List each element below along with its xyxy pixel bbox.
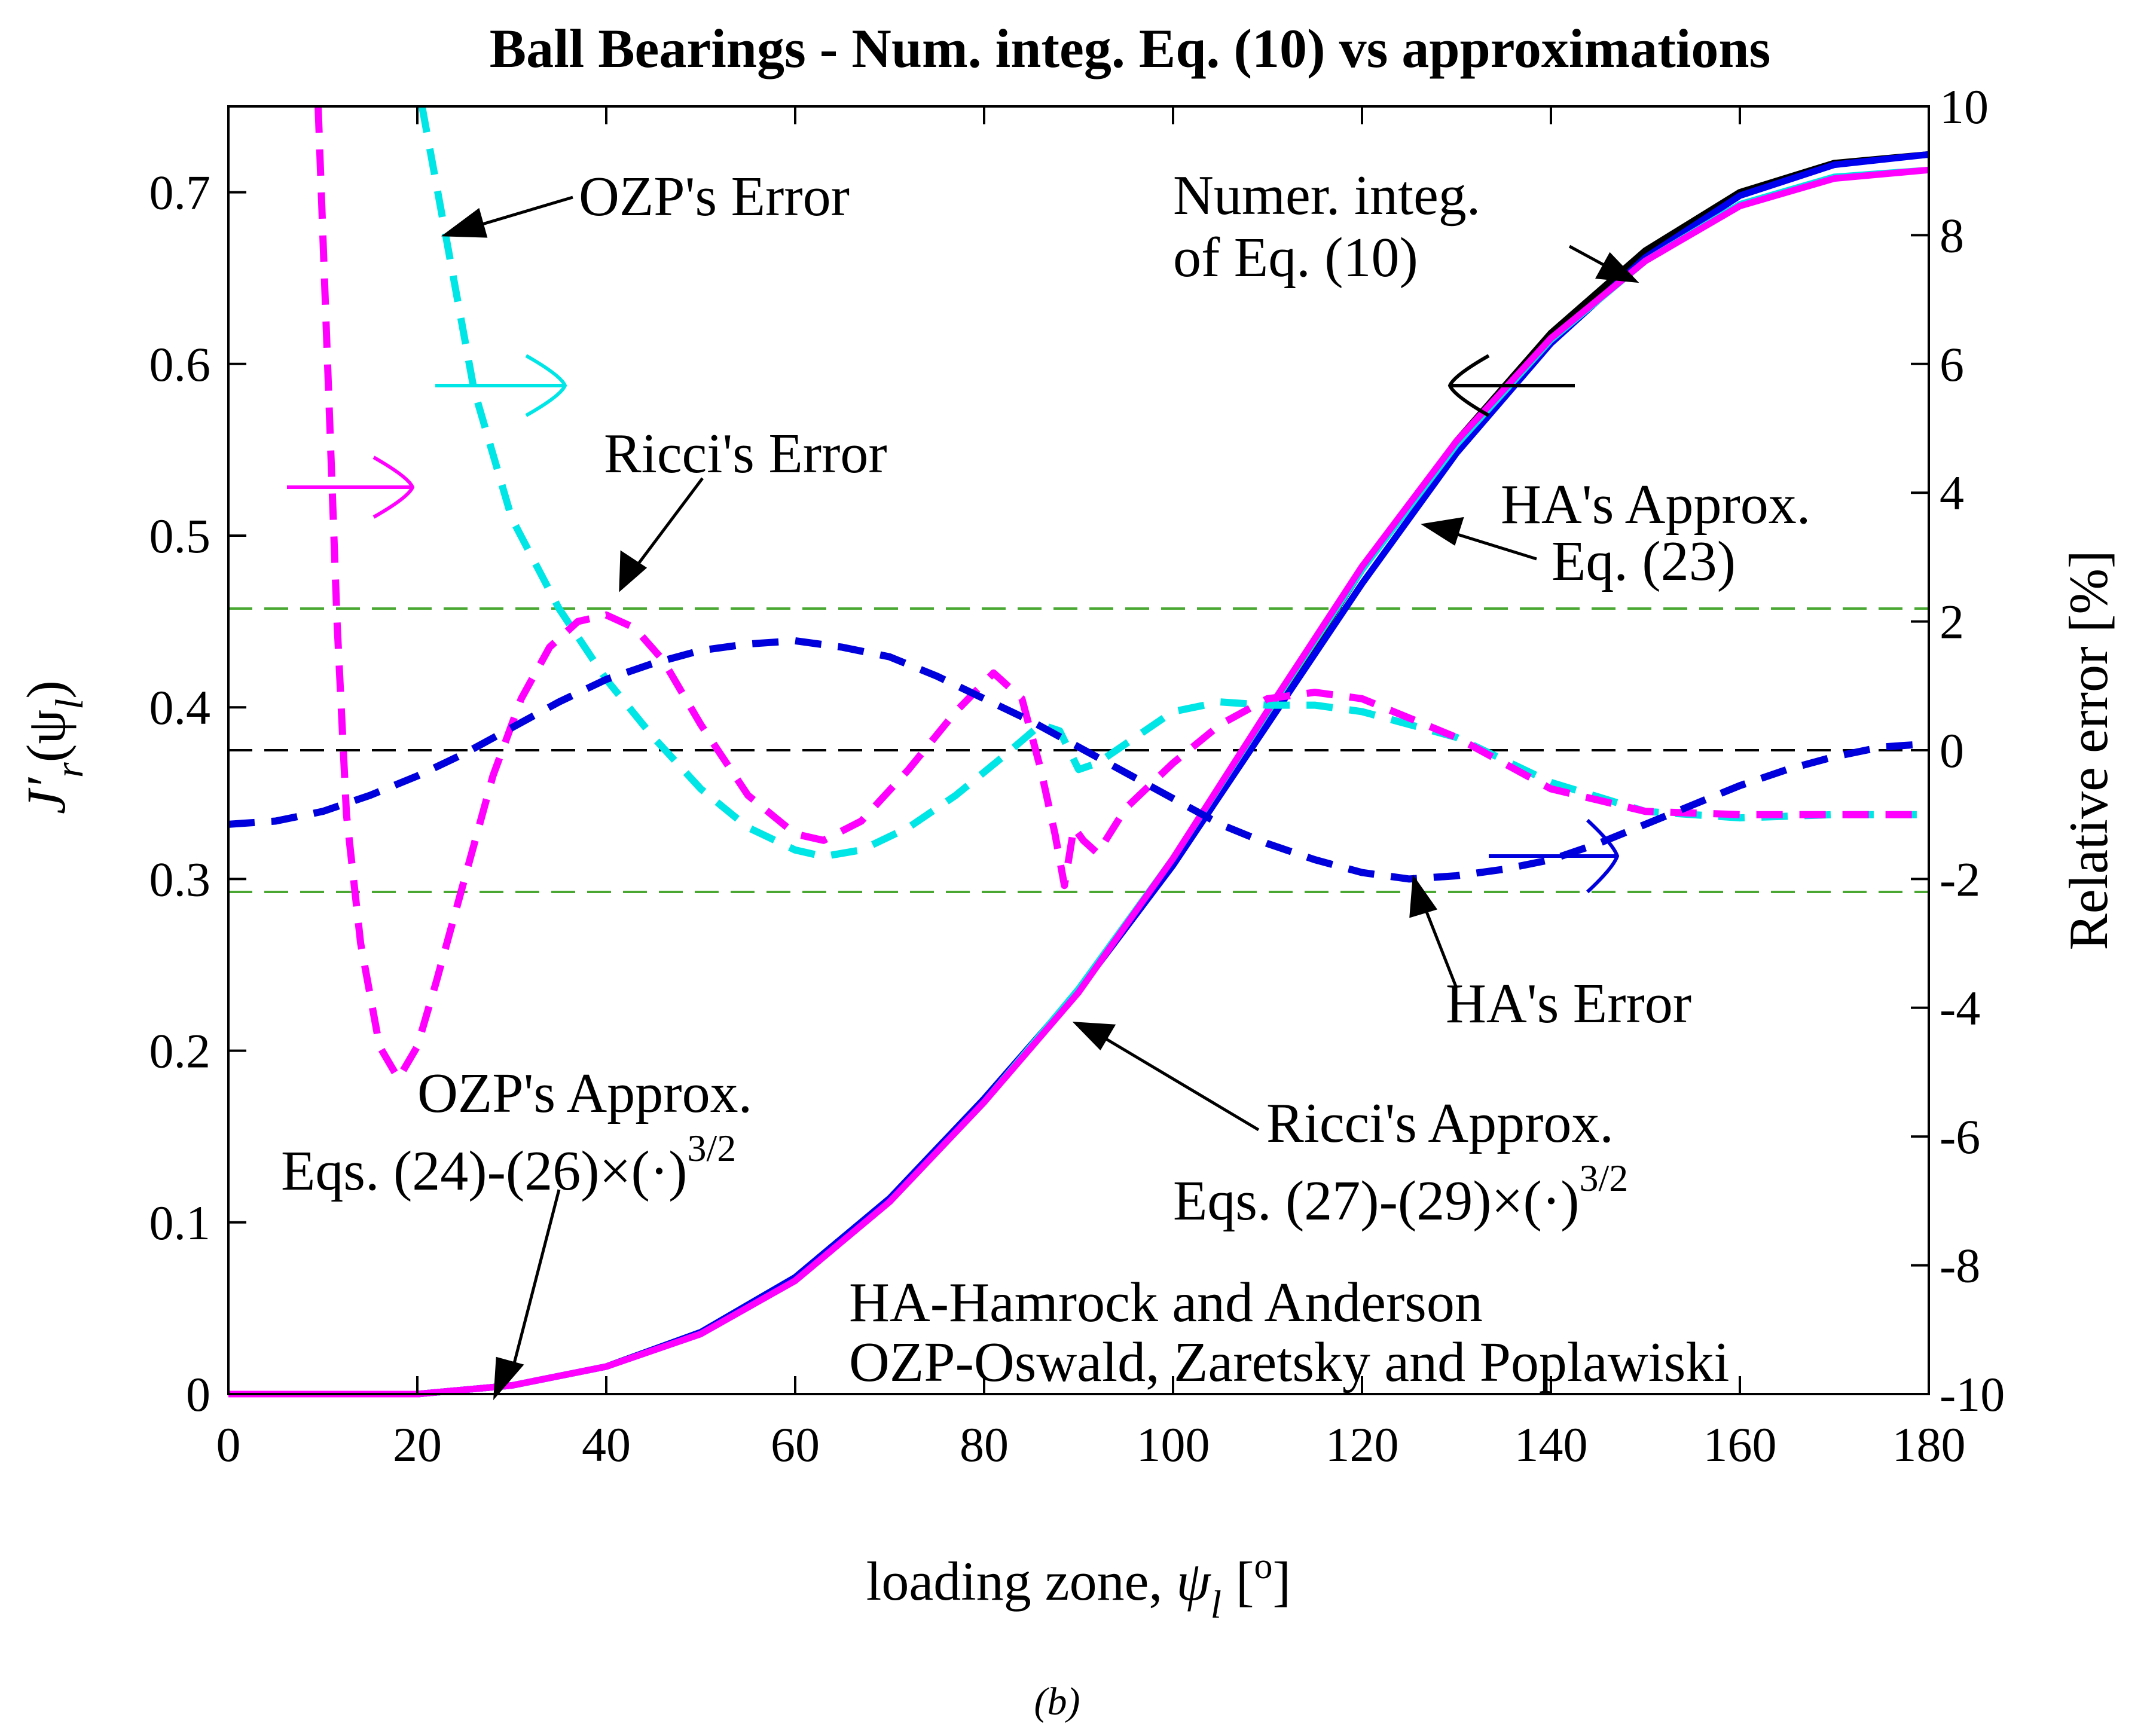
arrow-left-axis-indicator bbox=[1447, 354, 1575, 417]
annotation-arrows bbox=[441, 195, 1639, 1401]
x-tick-label: 120 bbox=[1326, 1417, 1399, 1472]
y2-tick-label: 2 bbox=[1940, 595, 1964, 649]
arrow-right-blue-indicator bbox=[1489, 818, 1620, 894]
arrow-right-cyan-indicator bbox=[435, 354, 567, 417]
x-tick-label: 100 bbox=[1137, 1417, 1210, 1472]
x-axis-label: loading zone, ψl [o] bbox=[866, 1546, 1291, 1627]
y2-tick-label: 6 bbox=[1940, 337, 1964, 392]
y-tick-label: 0.2 bbox=[149, 1024, 211, 1078]
figure-caption: (b) bbox=[1034, 1680, 1080, 1723]
reference-lines bbox=[228, 607, 1929, 893]
x-tick-label: 160 bbox=[1703, 1417, 1777, 1472]
series-line-5 bbox=[314, 106, 1929, 1083]
series-group bbox=[228, 105, 1929, 1398]
y-tick-label: 0.5 bbox=[149, 509, 211, 563]
annotation-ozp-eqs: Eqs. (24)-(26)×(·)3/2 bbox=[281, 1127, 736, 1202]
arrowhead-ozp-approx bbox=[493, 1356, 524, 1401]
x-tick-label: 0 bbox=[216, 1417, 241, 1472]
arrowhead-numer-integ bbox=[1595, 252, 1639, 283]
y2-axis-label: Relative error [%] bbox=[2058, 550, 2119, 950]
y2-tick-label: -10 bbox=[1940, 1367, 2005, 1422]
y2-tick-label: 10 bbox=[1940, 80, 1989, 134]
x-tick-label: 140 bbox=[1514, 1417, 1588, 1472]
y2-tick-label: -2 bbox=[1940, 852, 1980, 906]
y-tick-label: 0.3 bbox=[149, 852, 211, 906]
annotation-ha-approx: HA's Approx. bbox=[1501, 473, 1810, 536]
series-line-1 bbox=[228, 151, 1929, 1398]
series-line-2 bbox=[228, 166, 1929, 1398]
arrowhead-ha-error bbox=[1409, 874, 1438, 918]
y-tick-label: 0 bbox=[186, 1367, 210, 1422]
y-tick-label: 0.6 bbox=[149, 337, 211, 392]
y-axis-right: -10 -8 -6 -4 -2 0 2 4 6 8 10 bbox=[1911, 80, 2005, 1422]
annotation-ricci-error: Ricci's Error bbox=[604, 423, 887, 485]
y2-tick-label: 4 bbox=[1940, 466, 1964, 520]
y2-tick-label: 0 bbox=[1940, 723, 1964, 778]
annotation-numer-integ: Numer. integ. bbox=[1173, 164, 1480, 227]
y2-tick-label: -8 bbox=[1940, 1239, 1980, 1293]
arrow-right-magenta-indicator bbox=[287, 456, 415, 519]
x-tick-label: 60 bbox=[771, 1417, 820, 1472]
series-line-3 bbox=[228, 166, 1929, 1398]
x-tick-label: 180 bbox=[1892, 1417, 1966, 1472]
arrowhead-ricci-error bbox=[619, 550, 648, 592]
annotation-ozp-error: OZP's Error bbox=[579, 166, 850, 228]
annotation-ricci-eqs: Eqs. (27)-(29)×(·)3/2 bbox=[1173, 1157, 1628, 1232]
chart-title: Ball Bearings - Num. integ. Eq. (10) vs … bbox=[490, 18, 1771, 79]
series-line-0 bbox=[228, 151, 1929, 1398]
y-tick-label: 0.7 bbox=[149, 166, 211, 220]
arrowhead-ha-approx bbox=[1421, 516, 1464, 546]
annotation-eq23: Eq. (23) bbox=[1552, 530, 1736, 592]
x-axis: 0 20 40 60 80 100 120 140 160 180 bbox=[216, 106, 1966, 1472]
y-tick-label: 0.4 bbox=[149, 680, 211, 735]
arrowhead-ricci-approx bbox=[1072, 1022, 1116, 1051]
y2-tick-label: -4 bbox=[1940, 981, 1980, 1035]
annotation-ozp-approx: OZP's Approx. bbox=[417, 1062, 752, 1124]
annotation-ha-error: HA's Error bbox=[1446, 973, 1691, 1035]
annotation-ha-legend: HA-Hamrock and Anderson bbox=[849, 1272, 1483, 1334]
x-tick-label: 20 bbox=[393, 1417, 442, 1472]
annotation-eq10: of Eq. (10) bbox=[1173, 227, 1418, 289]
y-axis-left: 0 0.1 0.2 0.3 0.4 0.5 0.6 0.7 bbox=[149, 166, 246, 1422]
y-tick-label: 0.1 bbox=[149, 1196, 211, 1250]
x-tick-label: 80 bbox=[960, 1417, 1009, 1472]
y2-tick-label: 8 bbox=[1940, 208, 1964, 262]
x-tick-label: 40 bbox=[582, 1417, 631, 1472]
y2-tick-label: -6 bbox=[1940, 1110, 1980, 1164]
arrowhead-ozp-error bbox=[441, 207, 488, 238]
y-axis-label: J′r(ψl) bbox=[16, 680, 91, 814]
annotation-ricci-approx: Ricci's Approx. bbox=[1266, 1092, 1614, 1154]
series-line-6 bbox=[228, 637, 1929, 883]
annotation-ozp-legend: OZP-Oswald, Zaretsky and Poplawiski bbox=[849, 1331, 1729, 1393]
